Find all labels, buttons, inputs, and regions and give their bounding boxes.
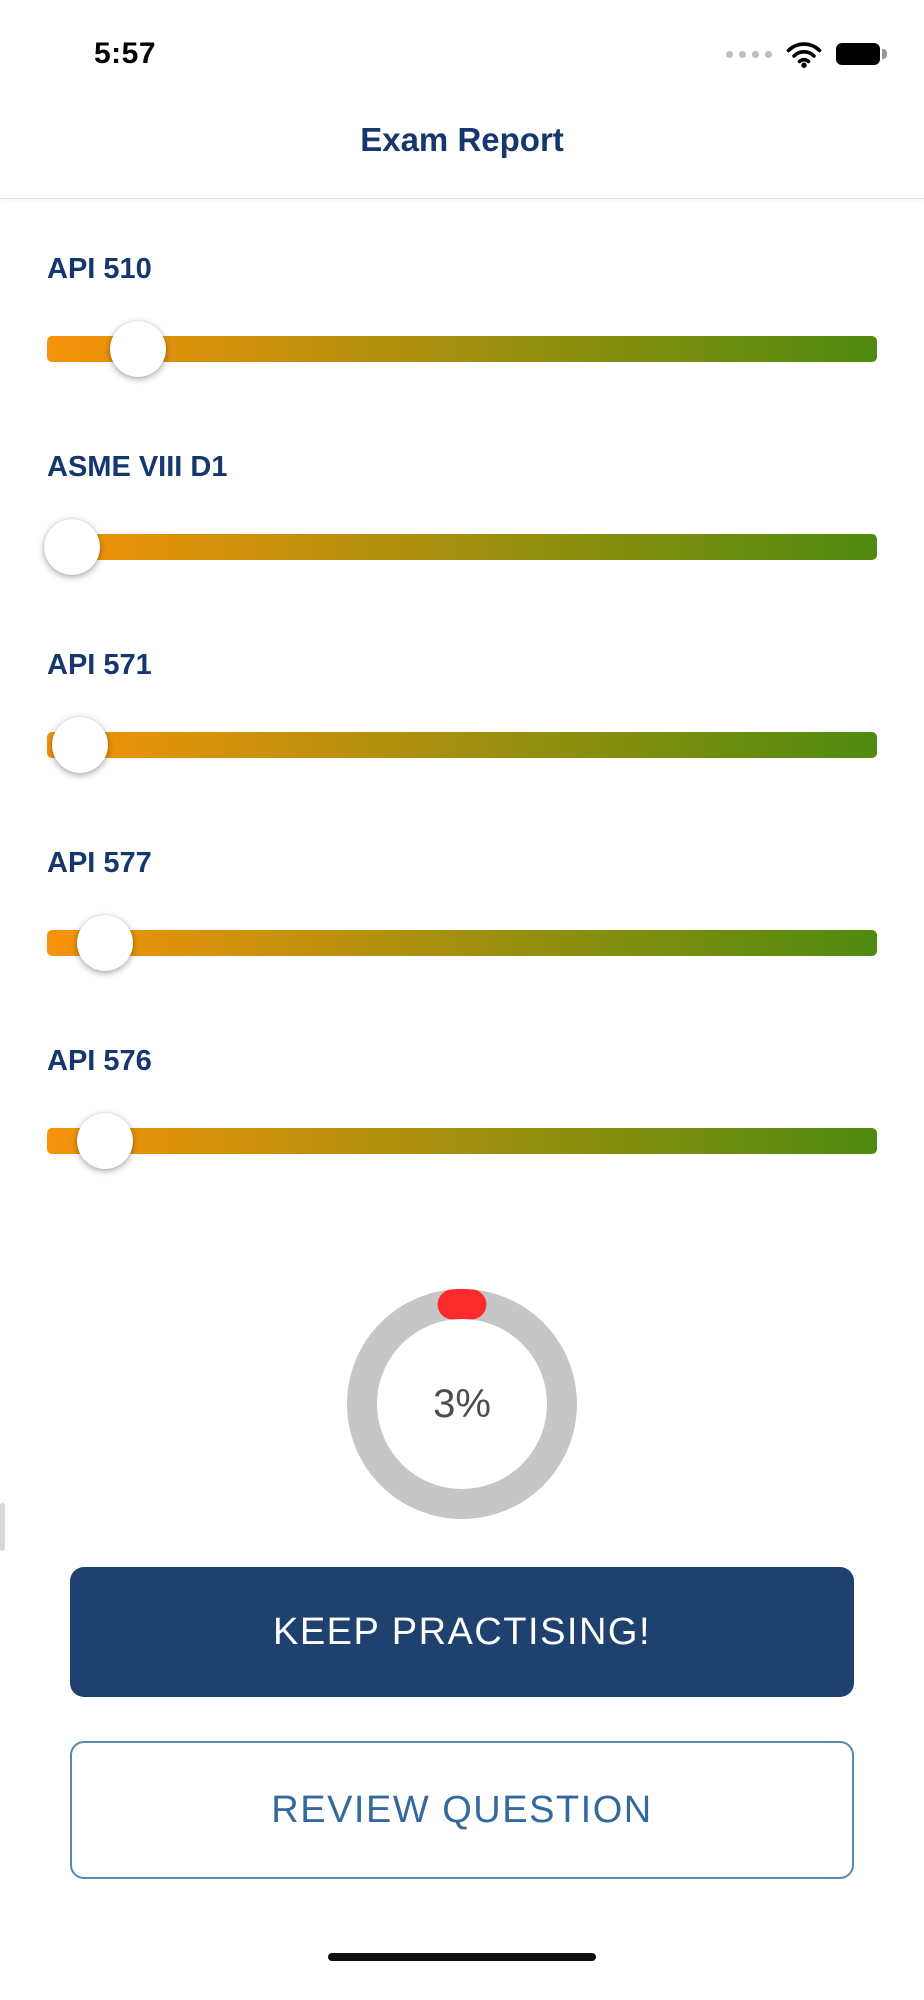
slider-section-api-571: API 571: [47, 647, 877, 773]
slider-section-asme-viii-d1: ASME VIII D1: [43, 449, 877, 575]
score-donut-svg: [347, 1289, 577, 1519]
slider-section-api-576: API 576: [47, 1043, 877, 1169]
keep-practising-button[interactable]: KEEP PRACTISING!: [70, 1567, 854, 1697]
status-icons: [726, 41, 887, 68]
slider-thumb[interactable]: [77, 1113, 134, 1169]
page-title: Exam Report: [360, 121, 564, 158]
slider-thumb[interactable]: [43, 519, 100, 575]
slider-thumb[interactable]: [52, 717, 109, 773]
slider-track[interactable]: [47, 732, 877, 758]
score-donut-chart: 3%: [347, 1289, 577, 1519]
slider-track[interactable]: [47, 534, 877, 560]
slider-label-api-571: API 571: [47, 649, 152, 681]
cellular-dots-icon: [726, 50, 772, 58]
slider-track[interactable]: [47, 336, 877, 362]
scroll-indicator: [0, 1503, 5, 1551]
slider-api-571[interactable]: [47, 717, 877, 773]
review-question-button[interactable]: REVIEW QUESTION: [70, 1741, 854, 1879]
slider-label-api-576: API 576: [47, 1045, 152, 1077]
slider-label-api-510: API 510: [47, 253, 152, 285]
slider-section-api-577: API 577: [47, 845, 877, 971]
status-bar: 5:57: [0, 0, 924, 78]
header: Exam Report: [0, 78, 924, 199]
slider-thumb[interactable]: [110, 321, 167, 377]
slider-label-api-577: API 577: [47, 847, 152, 879]
score-percentage: 3%: [433, 1381, 491, 1426]
slider-section-api-510: API 510: [47, 251, 877, 377]
wifi-icon: [786, 41, 822, 68]
battery-icon: [836, 43, 887, 65]
slider-label-asme-viii-d1: ASME VIII D1: [47, 451, 228, 483]
exam-report-content: API 510 ASME VIII D1 API 571 API 577: [0, 251, 924, 1961]
slider-api-510[interactable]: [47, 321, 877, 377]
slider-track[interactable]: [47, 1128, 877, 1154]
home-indicator[interactable]: [328, 1953, 596, 1961]
slider-api-577[interactable]: [47, 915, 877, 971]
slider-track[interactable]: [47, 930, 877, 956]
status-time: 5:57: [94, 37, 157, 70]
slider-thumb[interactable]: [77, 915, 134, 971]
slider-api-576[interactable]: [47, 1113, 877, 1169]
slider-asme-viii-d1[interactable]: [43, 519, 877, 575]
score-donut-arc: [347, 1289, 577, 1519]
